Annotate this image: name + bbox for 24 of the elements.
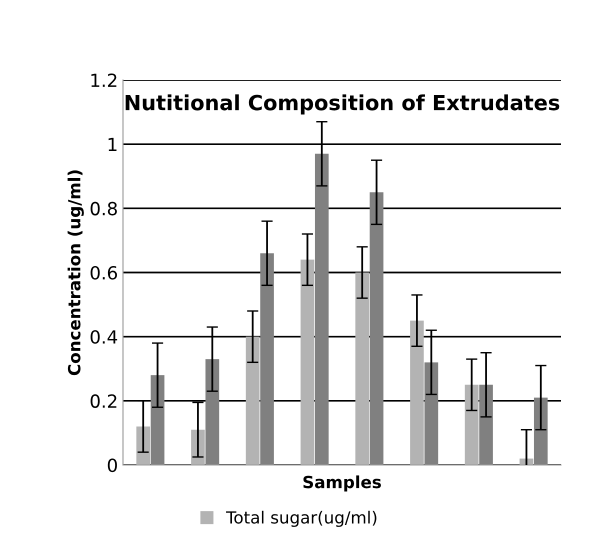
y-tick-label: 1.2 [91, 73, 116, 87]
y-axis-title: Concentration (ug/ml) [68, 170, 84, 376]
y-tick-label: 0 [108, 458, 117, 472]
bar [424, 362, 438, 465]
bar [260, 253, 274, 465]
bar [464, 384, 479, 465]
bar [370, 192, 384, 465]
bar [410, 320, 424, 465]
bar [355, 272, 370, 465]
bar [314, 154, 329, 465]
y-tick-label: 1 [108, 138, 116, 152]
text: Nutitional Composition of Extrudates [126, 94, 560, 114]
bar [246, 336, 260, 465]
bar [205, 359, 220, 465]
bar [300, 260, 314, 465]
legend-label: Total sugar(ug/ml) [226, 510, 376, 527]
bar [534, 398, 548, 465]
y-tick-label: 0.6 [90, 266, 118, 280]
y-tick-label: 0.2 [90, 394, 116, 408]
bar [479, 384, 493, 465]
y-tick-label: 0.8 [90, 202, 117, 216]
bar [150, 375, 164, 465]
y-tick-label: 0.4 [90, 330, 118, 344]
x-axis-title: Samples [303, 475, 381, 492]
